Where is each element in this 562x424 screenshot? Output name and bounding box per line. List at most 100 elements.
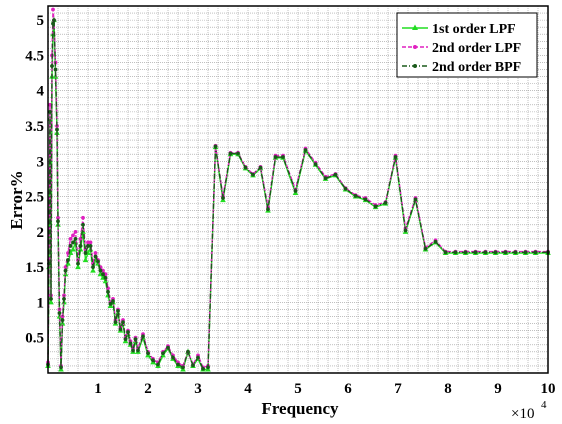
data-point: [60, 314, 65, 319]
data-point: [63, 268, 68, 273]
y-tick-label: 3.5: [25, 119, 44, 135]
data-point: [71, 233, 75, 238]
data-point: [221, 196, 225, 200]
data-point: [166, 345, 170, 350]
y-tick-label: 2: [37, 225, 45, 241]
data-point: [393, 155, 398, 159]
data-point: [186, 349, 190, 354]
data-point: [93, 254, 98, 259]
data-point: [106, 289, 110, 294]
data-point: [62, 296, 66, 301]
legend-marker: [413, 45, 417, 49]
data-point: [373, 204, 378, 209]
legend-entry: 1st order LPF: [402, 22, 516, 37]
x-tick-label: 1: [94, 381, 102, 397]
data-point: [403, 228, 408, 233]
data-point: [59, 365, 63, 370]
data-point: [108, 301, 113, 306]
y-tick-label: 4: [37, 84, 45, 100]
data-point: [493, 250, 498, 255]
legend: 1st order LPF 2nd order LPF 2nd order BPF: [396, 12, 538, 78]
data-point: [363, 197, 368, 202]
x-tick-label: 5: [294, 381, 302, 397]
data-point: [273, 155, 278, 159]
data-point: [523, 250, 528, 255]
data-point: [68, 244, 73, 248]
data-point: [156, 362, 160, 367]
data-point: [77, 246, 84, 252]
data-point: [83, 251, 88, 255]
y-axis-label: Error%: [7, 170, 26, 229]
data-point: [57, 311, 62, 315]
data-point: [51, 7, 55, 12]
x-tick-label: 8: [444, 381, 452, 397]
data-point: [503, 250, 508, 255]
data-point: [483, 250, 488, 255]
data-point: [73, 229, 78, 234]
legend-box: [396, 12, 538, 78]
data-point: [313, 162, 318, 166]
data-point: [116, 308, 120, 313]
data-point: [56, 219, 60, 224]
legend-entry: 2nd order BPF: [402, 60, 521, 75]
data-point: [443, 250, 448, 255]
data-point: [131, 348, 135, 353]
data-point: [146, 351, 150, 356]
data-point: [251, 172, 255, 177]
data-point: [228, 151, 233, 156]
data-point: [258, 165, 263, 170]
data-point: [96, 259, 100, 264]
data-point: [76, 261, 80, 266]
data-point: [81, 215, 85, 220]
data-point: [206, 365, 210, 370]
series-3: [46, 18, 550, 371]
data-point: [48, 299, 54, 305]
data-point: [48, 109, 52, 114]
data-point: [53, 67, 58, 72]
data-point: [56, 215, 60, 220]
data-point: [181, 365, 185, 370]
data-point: [136, 348, 140, 353]
series-layer: [45, 7, 551, 372]
data-point: [236, 151, 240, 156]
y-tick-label: 0.5: [25, 331, 44, 347]
tick-labels: 1 2 3 4 5 6 7 8 9 10 0.5 1 1.5 2 2.5 3 3.5 4 4.5 5: [25, 13, 555, 397]
data-point: [88, 244, 93, 248]
data-point: [533, 250, 538, 255]
data-point: [50, 64, 54, 68]
data-point: [343, 186, 348, 191]
data-point: [323, 176, 328, 181]
data-point: [75, 263, 81, 270]
data-point: [103, 275, 108, 280]
data-point: [101, 272, 105, 277]
data-point: [151, 358, 155, 363]
data-point: [133, 337, 138, 342]
x-tick-label: 2: [144, 381, 152, 397]
data-point: [98, 268, 103, 273]
data-point: [91, 265, 95, 270]
x-multiplier-exponent: 4: [541, 399, 547, 411]
x-multiplier: ×10 4: [511, 399, 547, 422]
data-point: [171, 355, 175, 360]
legend-entry: 2nd order LPF: [402, 41, 521, 56]
data-point: [55, 127, 59, 132]
data-point: [70, 246, 76, 252]
legend-label: 1st order LPF: [432, 22, 516, 37]
data-point: [68, 237, 73, 241]
data-point: [433, 239, 438, 244]
x-tick-label: 6: [344, 381, 352, 397]
plot-frame: [47, 5, 549, 374]
data-point: [463, 250, 468, 255]
legend-label: 2nd order BPF: [432, 60, 521, 75]
data-point: [71, 240, 75, 245]
x-tick-label: 3: [194, 381, 202, 397]
data-point: [453, 250, 458, 255]
y-tick-label: 3: [37, 154, 45, 170]
grid: [47, 5, 549, 374]
data-point: [513, 250, 518, 255]
data-point: [176, 362, 180, 367]
data-point: [243, 165, 248, 170]
data-point: [90, 267, 96, 273]
y-tick-label: 4.5: [25, 48, 44, 64]
